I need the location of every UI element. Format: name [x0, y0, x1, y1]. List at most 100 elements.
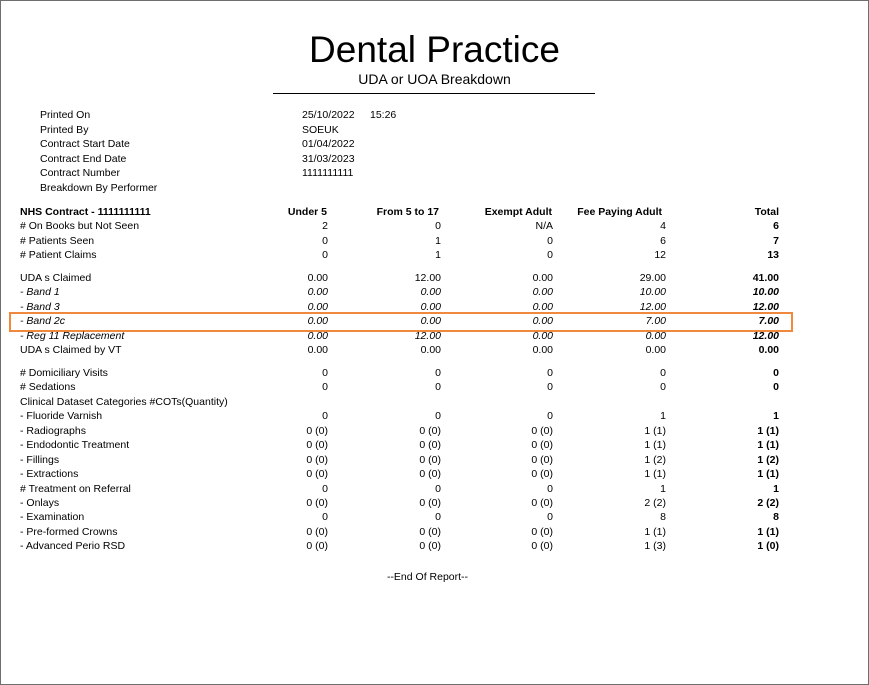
cell-5to17: 0.00 — [420, 315, 441, 327]
cell-exempt: 0 (0) — [531, 439, 553, 451]
cell-exempt: 0 — [547, 235, 553, 247]
cell-5to17: 0 — [435, 220, 441, 232]
meta-value: 25/10/2022 — [302, 109, 355, 121]
cell-under5: 0.00 — [307, 330, 328, 342]
cell-under5: 0.00 — [307, 272, 328, 284]
table-row: # Domiciliary Visits 0 0 0 0 0 — [0, 366, 869, 380]
cell-5to17: 0 — [435, 381, 441, 393]
meta-contract-number: Contract Number 1111111111 — [0, 166, 869, 180]
table-row: # Treatment on Referral 0 0 0 1 1 — [0, 482, 869, 496]
cell-5to17: 0.00 — [420, 286, 441, 298]
meta-value: 31/03/2023 — [302, 153, 355, 165]
cell-exempt: 0 (0) — [531, 497, 553, 509]
cell-fee-paying: 6 — [660, 235, 666, 247]
cell-exempt: 0 — [547, 483, 553, 495]
table-row: # Patient Claims 0 1 0 12 13 — [0, 248, 869, 262]
cell-5to17: 0 — [435, 483, 441, 495]
cell-under5: 0.00 — [307, 344, 328, 356]
cell-5to17: 0.00 — [420, 344, 441, 356]
meta-value-time: 15:26 — [370, 109, 397, 121]
col-header-under5: Under 5 — [287, 206, 327, 218]
meta-label: Breakdown By Performer — [40, 182, 158, 194]
cell-under5: 0.00 — [307, 301, 328, 313]
cell-total: 0 — [773, 367, 779, 379]
cell-fee-paying: 4 — [660, 220, 666, 232]
end-of-report: --End Of Report-- — [386, 571, 469, 583]
cell-fee-paying: 1 — [660, 410, 666, 422]
row-label: - Extractions — [20, 468, 79, 480]
table-row: - Onlays 0 (0) 0 (0) 0 (0) 2 (2) 2 (2) — [0, 496, 869, 510]
cell-total: 2 (2) — [757, 497, 779, 509]
table-row: UDA s Claimed by VT 0.00 0.00 0.00 0.00 … — [0, 343, 869, 357]
col-header-total: Total — [754, 206, 779, 218]
col-header-exempt: Exempt Adult — [484, 206, 552, 218]
row-label: # Patient Claims — [20, 249, 97, 261]
row-label: # Domiciliary Visits — [20, 367, 108, 379]
cell-under5: 2 — [322, 220, 328, 232]
cell-under5: 0.00 — [307, 315, 328, 327]
cell-exempt: 0.00 — [532, 344, 553, 356]
cell-5to17: 12.00 — [414, 330, 441, 342]
cell-fee-paying: 1 (2) — [644, 454, 666, 466]
cell-exempt: 0 (0) — [531, 454, 553, 466]
col-header-5to17: From 5 to 17 — [376, 206, 439, 218]
cell-exempt: 0 — [547, 249, 553, 261]
cell-under5: 0 (0) — [306, 439, 328, 451]
row-label: - Fluoride Varnish — [20, 410, 103, 422]
cell-fee-paying: 1 (1) — [644, 526, 666, 538]
meta-breakdown: Breakdown By Performer — [0, 181, 869, 195]
cell-fee-paying: 1 (1) — [644, 439, 666, 451]
cell-total: 1 (0) — [757, 540, 779, 552]
cell-exempt: 0 — [547, 410, 553, 422]
cell-exempt: 0 (0) — [531, 425, 553, 437]
row-label: - Band 3 — [20, 301, 60, 313]
cell-fee-paying: 0.00 — [645, 344, 666, 356]
cell-under5: 0 — [322, 511, 328, 523]
table-row-highlighted: - Band 2c 0.00 0.00 0.00 7.00 7.00 — [0, 314, 869, 328]
contract-heading: NHS Contract - 1111111111 — [20, 206, 151, 218]
cell-under5: 0 (0) — [306, 454, 328, 466]
meta-value: 1111111111 — [302, 167, 354, 179]
row-label: - Examination — [20, 511, 85, 523]
cell-total: 7 — [773, 235, 779, 247]
meta-label: Contract Start Date — [40, 138, 130, 150]
cell-5to17: 12.00 — [414, 272, 441, 284]
meta-contract-start: Contract Start Date 01/04/2022 — [0, 137, 869, 151]
cell-total: 10.00 — [752, 286, 779, 298]
cell-exempt: 0.00 — [532, 272, 553, 284]
cell-5to17: 1 — [435, 249, 441, 261]
meta-contract-end: Contract End Date 31/03/2023 — [0, 152, 869, 166]
cell-fee-paying: 2 (2) — [644, 497, 666, 509]
cell-5to17: 0 (0) — [419, 454, 441, 466]
row-label: # Treatment on Referral — [20, 483, 131, 495]
cell-fee-paying: 12.00 — [639, 301, 666, 313]
report-subtitle: UDA or UOA Breakdown — [358, 71, 511, 87]
cell-total: 6 — [773, 220, 779, 232]
meta-label: Printed On — [40, 109, 91, 121]
table-row: - Pre-formed Crowns 0 (0) 0 (0) 0 (0) 1 … — [0, 525, 869, 539]
cell-exempt: N/A — [535, 220, 553, 232]
table-row: - Fluoride Varnish 0 0 0 1 1 — [0, 409, 869, 423]
cell-5to17: 0 — [435, 367, 441, 379]
cell-5to17: 0 (0) — [419, 468, 441, 480]
table-row: - Advanced Perio RSD 0 (0) 0 (0) 0 (0) 1… — [0, 539, 869, 553]
meta-printed-on: Printed On 25/10/2022 15:26 — [0, 108, 869, 122]
meta-label: Contract End Date — [40, 153, 127, 165]
cell-fee-paying: 0 — [660, 367, 666, 379]
table-row: - Band 3 0.00 0.00 0.00 12.00 12.00 — [0, 300, 869, 314]
cell-under5: 0 (0) — [306, 526, 328, 538]
cell-fee-paying: 0.00 — [645, 330, 666, 342]
table-row: - Endodontic Treatment 0 (0) 0 (0) 0 (0)… — [0, 438, 869, 452]
table-row: UDA s Claimed 0.00 12.00 0.00 29.00 41.0… — [0, 271, 869, 285]
cell-exempt: 0 (0) — [531, 526, 553, 538]
cell-5to17: 0 — [435, 511, 441, 523]
meta-value: 01/04/2022 — [302, 138, 355, 150]
row-label: UDA s Claimed by VT — [20, 344, 122, 356]
cell-total: 0 — [773, 381, 779, 393]
cell-under5: 0 (0) — [306, 425, 328, 437]
row-label: - Band 1 — [20, 286, 60, 298]
cell-exempt: 0 (0) — [531, 468, 553, 480]
cell-exempt: 0 — [547, 511, 553, 523]
row-label: # Sedations — [20, 381, 76, 393]
cell-total: 1 (1) — [757, 526, 779, 538]
